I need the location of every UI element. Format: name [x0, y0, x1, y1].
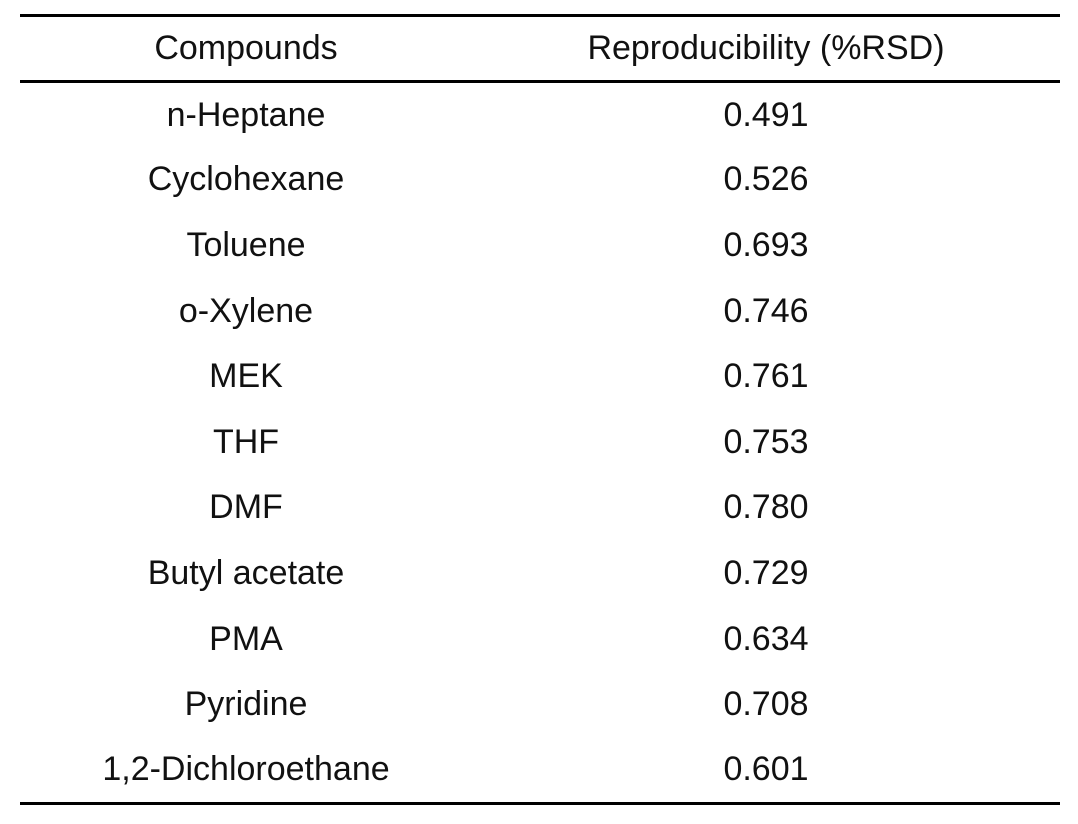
compound-cell: Butyl acetate: [147, 553, 345, 592]
compound-cell: DMF: [209, 488, 283, 527]
rsd-value-cell: 0.780: [723, 488, 809, 527]
table-row: Butyl acetate 0.729: [20, 541, 1060, 607]
rsd-value-cell: 0.753: [723, 422, 809, 461]
rsd-value-cell: 0.601: [472, 737, 1060, 805]
table-header: Compounds Reproducibility (%RSD): [20, 14, 1060, 83]
compound-cell: THF: [212, 422, 280, 461]
table-row: 1,2-Dichloroethane 0.601: [20, 737, 1060, 805]
table-row: PMA 0.634: [20, 606, 1060, 672]
table-row: o-Xylene 0.746: [20, 278, 1060, 344]
compound-cell: PMA: [209, 619, 283, 658]
rsd-value-cell: 0.491: [723, 95, 809, 134]
rsd-value-cell: 0.526: [723, 160, 809, 199]
rsd-value-cell: 0.746: [723, 291, 809, 330]
table-row: Toluene 0.693: [20, 213, 1060, 279]
header-row: Compounds Reproducibility (%RSD): [20, 14, 1060, 83]
rsd-value-cell: 0.693: [723, 225, 809, 264]
rsd-value-cell: 0.729: [723, 553, 809, 592]
table-row: MEK 0.761: [20, 344, 1060, 410]
table-row: THF 0.753: [20, 409, 1060, 475]
rsd-value-cell: 0.708: [723, 685, 809, 724]
compound-cell: Toluene: [186, 225, 306, 264]
compound-cell: 1,2-Dichloroethane: [20, 737, 472, 805]
compound-cell: Pyridine: [184, 685, 308, 724]
rsd-value-cell: 0.634: [723, 619, 809, 658]
reproducibility-table-container: Compounds Reproducibility (%RSD) n-Hepta…: [20, 14, 1060, 805]
table-row: DMF 0.780: [20, 475, 1060, 541]
compound-cell: n-Heptane: [166, 95, 326, 134]
compound-cell: MEK: [209, 357, 283, 396]
header-compounds: Compounds: [20, 14, 472, 83]
table-row: n-Heptane 0.491: [20, 82, 1060, 148]
compound-cell: Cyclohexane: [147, 160, 345, 199]
compound-cell: o-Xylene: [178, 291, 314, 330]
header-reproducibility: Reproducibility (%RSD): [472, 14, 1060, 83]
rsd-value-cell: 0.761: [723, 357, 809, 396]
table-body: n-Heptane 0.491 Cyclohexane 0.526 Toluen…: [20, 82, 1060, 805]
reproducibility-table: Compounds Reproducibility (%RSD) n-Hepta…: [20, 14, 1060, 805]
table-row: Cyclohexane 0.526: [20, 147, 1060, 213]
table-row: Pyridine 0.708: [20, 672, 1060, 738]
